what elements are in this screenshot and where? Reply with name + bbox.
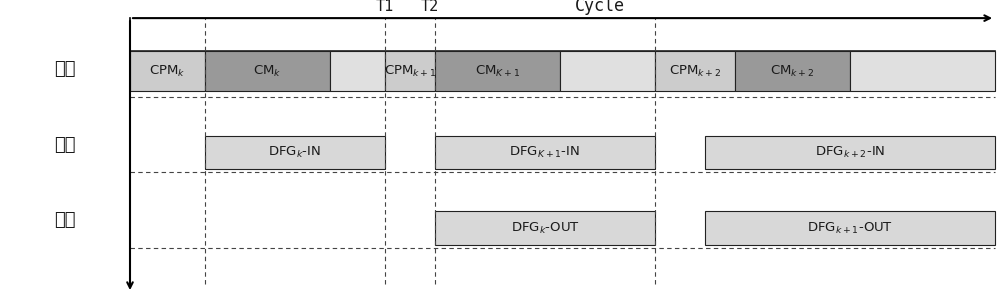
Bar <box>385 51 435 91</box>
Bar <box>130 51 995 91</box>
Text: CM$_{K+1}$: CM$_{K+1}$ <box>475 63 520 79</box>
Bar <box>705 136 995 169</box>
Bar <box>205 136 385 169</box>
Text: CPM$_{k+2}$: CPM$_{k+2}$ <box>669 63 721 79</box>
Text: DFG$_{k+1}$-OUT: DFG$_{k+1}$-OUT <box>807 220 893 236</box>
Bar <box>435 51 560 91</box>
Bar <box>205 51 330 91</box>
Text: 输入: 输入 <box>54 136 76 154</box>
Text: DFG$_k$-IN: DFG$_k$-IN <box>268 145 322 160</box>
Text: T1: T1 <box>376 0 394 14</box>
Text: DFG$_k$-OUT: DFG$_k$-OUT <box>511 220 579 236</box>
Text: DFG$_{K+1}$-IN: DFG$_{K+1}$-IN <box>509 145 581 160</box>
Text: CPM$_k$: CPM$_k$ <box>149 63 186 79</box>
Bar <box>850 51 995 91</box>
Bar <box>560 51 655 91</box>
Bar <box>130 51 205 91</box>
Bar <box>330 51 385 91</box>
Bar <box>435 211 655 245</box>
Bar <box>735 51 850 91</box>
Text: 配置: 配置 <box>54 60 76 79</box>
Bar <box>655 51 735 91</box>
Text: DFG$_{k+2}$-IN: DFG$_{k+2}$-IN <box>815 145 885 160</box>
Text: CM$_{k+2}$: CM$_{k+2}$ <box>770 63 815 79</box>
Text: CPM$_{k+1}$: CPM$_{k+1}$ <box>384 63 436 79</box>
Text: CM$_k$: CM$_k$ <box>253 63 282 79</box>
Bar <box>705 211 995 245</box>
Text: T2: T2 <box>421 0 439 14</box>
Text: Cycle: Cycle <box>575 0 625 15</box>
Bar <box>435 136 655 169</box>
Text: 输出: 输出 <box>54 211 76 230</box>
